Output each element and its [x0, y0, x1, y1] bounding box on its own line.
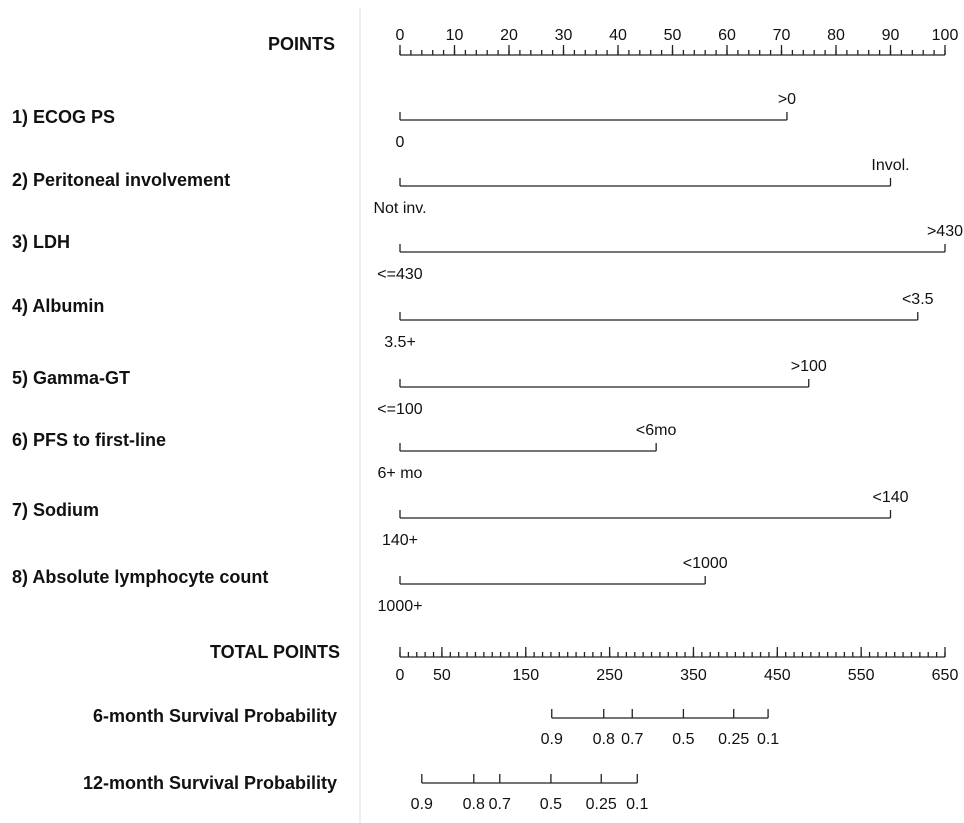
tick-label: 150	[512, 667, 539, 684]
tick-label: 40	[609, 27, 627, 44]
level-label: >100	[791, 358, 827, 375]
level-label: <140	[872, 489, 908, 506]
tick-label: 80	[827, 27, 845, 44]
tick-label: 90	[882, 27, 900, 44]
tick-label: 70	[773, 27, 791, 44]
level-label: 0	[396, 134, 405, 151]
tick-label: 0.1	[626, 796, 648, 813]
tick-label: 550	[848, 667, 875, 684]
level-label: Invol.	[871, 157, 909, 174]
tick-label: 250	[596, 667, 623, 684]
level-label: 3.5+	[384, 334, 416, 351]
tick-label: 0	[396, 667, 405, 684]
level-label: Not inv.	[373, 200, 426, 217]
level-label: >0	[778, 91, 796, 108]
tick-label: 60	[718, 27, 736, 44]
axis-title: 12-month Survival Probability	[83, 773, 337, 793]
tick-label: 0	[396, 27, 405, 44]
tick-label: 0.7	[621, 731, 643, 748]
axis-title: TOTAL POINTS	[210, 642, 340, 662]
variable-label: 3) LDH	[12, 232, 70, 252]
level-label: <=100	[377, 401, 422, 418]
axis-title: POINTS	[268, 34, 335, 54]
tick-label: 650	[932, 667, 959, 684]
level-label: <3.5	[902, 291, 934, 308]
tick-label: 10	[446, 27, 464, 44]
level-label: <1000	[683, 555, 728, 572]
tick-label: 20	[500, 27, 518, 44]
tick-label: 100	[932, 27, 959, 44]
tick-label: 0.7	[489, 796, 511, 813]
tick-label: 0.25	[586, 796, 617, 813]
tick-label: 0.5	[540, 796, 562, 813]
level-label: 1000+	[378, 598, 423, 615]
tick-label: 0.9	[541, 731, 563, 748]
tick-label: 0.25	[718, 731, 749, 748]
variable-label: 4) Albumin	[12, 296, 104, 316]
tick-label: 0.1	[757, 731, 779, 748]
level-label: 6+ mo	[378, 465, 423, 482]
tick-label: 350	[680, 667, 707, 684]
tick-label: 30	[555, 27, 573, 44]
axis-title: 6-month Survival Probability	[93, 706, 337, 726]
variable-label: 1) ECOG PS	[12, 107, 115, 127]
tick-label: 0.9	[411, 796, 433, 813]
variable-label: 5) Gamma-GT	[12, 368, 130, 388]
variable-label: 2) Peritoneal involvement	[12, 170, 230, 190]
level-label: <=430	[377, 266, 422, 283]
tick-label: 50	[664, 27, 682, 44]
tick-label: 50	[433, 667, 451, 684]
variable-label: 7) Sodium	[12, 500, 99, 520]
variable-label: 6) PFS to first-line	[12, 430, 166, 450]
level-label: 140+	[382, 532, 418, 549]
tick-label: 0.5	[672, 731, 694, 748]
tick-label: 0.8	[593, 731, 615, 748]
tick-label: 0.8	[463, 796, 485, 813]
variable-label: 8) Absolute lymphocyte count	[12, 567, 268, 587]
tick-label: 450	[764, 667, 791, 684]
level-label: <6mo	[636, 422, 677, 439]
level-label: >430	[927, 223, 963, 240]
